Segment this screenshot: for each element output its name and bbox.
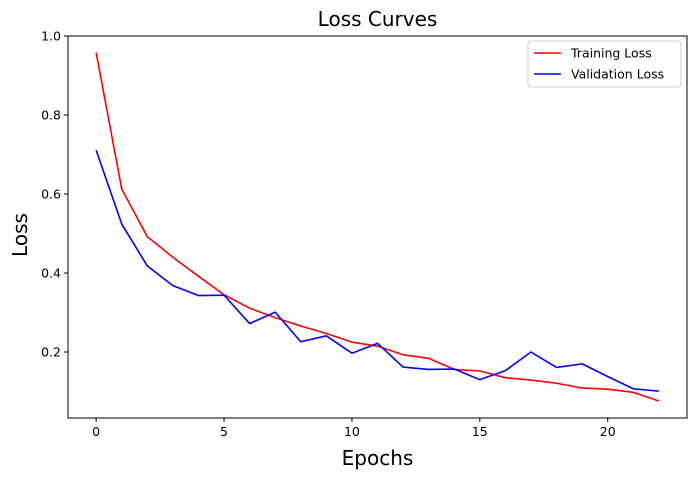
- x-axis-ticks: 0 5 10 15 20: [92, 418, 616, 439]
- y-tick-label: 0.6: [41, 187, 61, 202]
- x-tick-label: 20: [600, 424, 616, 439]
- series-layer: [95, 52, 660, 402]
- legend: Training Loss Validation Loss: [527, 40, 682, 88]
- x-tick-label: 15: [472, 424, 488, 439]
- y-axis-label: Loss: [8, 213, 32, 257]
- y-tick-label: 0.4: [41, 266, 61, 281]
- plot-frame: [67, 35, 688, 419]
- y-tick-label: 0.8: [41, 108, 61, 123]
- x-tick-label: 5: [220, 424, 228, 439]
- legend-label: Training Loss: [570, 46, 652, 61]
- x-axis-label: Epochs: [342, 446, 414, 470]
- chart-title: Loss Curves: [318, 7, 438, 31]
- y-tick-label: 1.0: [41, 29, 61, 44]
- y-axis-ticks: 0.2 0.4 0.6 0.8 1.0: [41, 29, 68, 360]
- x-tick-label: 10: [344, 424, 360, 439]
- legend-label: Validation Loss: [571, 67, 664, 82]
- legend-box: [527, 40, 682, 88]
- validation-loss-line: [95, 149, 659, 392]
- x-tick-label: 0: [92, 424, 100, 439]
- y-tick-label: 0.2: [41, 345, 61, 360]
- training-loss-line: [95, 52, 660, 402]
